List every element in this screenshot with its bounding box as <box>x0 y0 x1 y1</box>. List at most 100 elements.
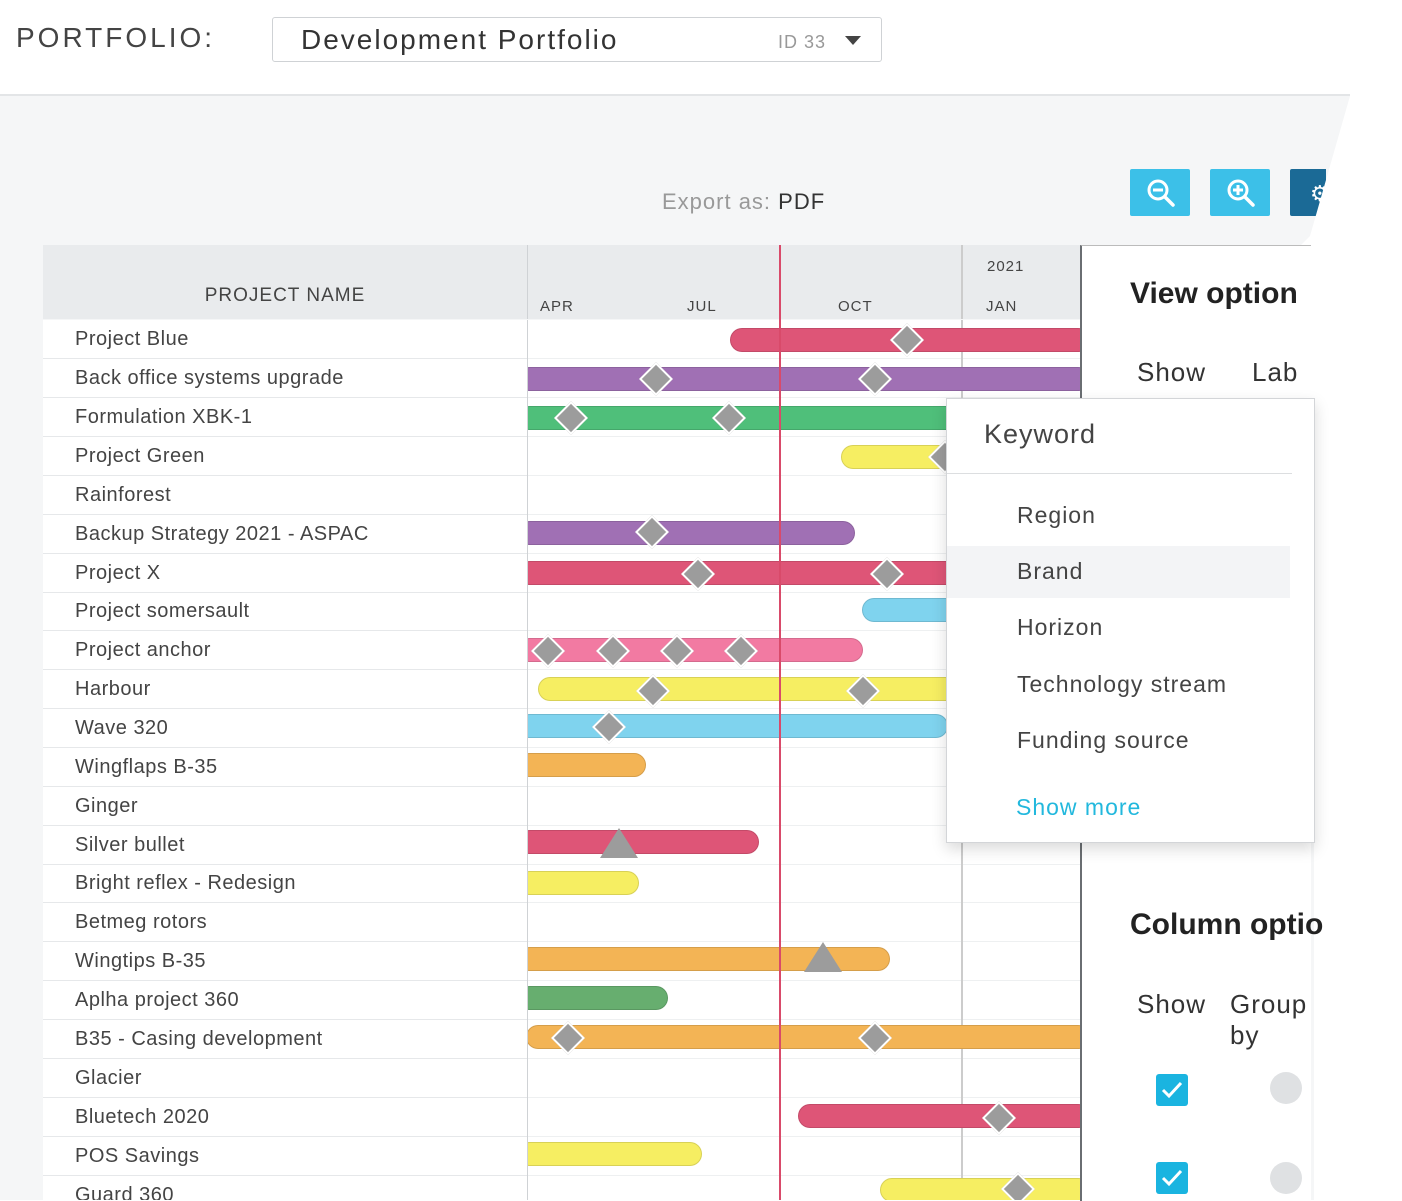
table-row[interactable]: Project anchor <box>43 631 527 670</box>
project-bar[interactable] <box>528 714 948 738</box>
dropdown-item-funding-source[interactable]: Funding source <box>947 715 1290 767</box>
table-row[interactable]: Wingtips B-35 <box>43 942 527 981</box>
project-name[interactable]: Project somersault <box>75 600 250 622</box>
table-row[interactable]: Silver bullet <box>43 826 527 865</box>
project-bar[interactable] <box>528 1142 702 1166</box>
project-name[interactable]: Wingflaps B-35 <box>75 756 218 778</box>
table-row[interactable]: Betmeg rotors <box>43 903 527 942</box>
dropdown-item-technology-stream[interactable]: Technology stream <box>947 659 1290 711</box>
timeline-row <box>528 864 1080 903</box>
project-name[interactable]: Bluetech 2020 <box>75 1106 210 1128</box>
project-name[interactable]: Silver bullet <box>75 834 185 856</box>
export-control[interactable]: Export as: PDF <box>662 189 825 215</box>
project-name[interactable]: Backup Strategy 2021 - ASPAC <box>75 523 369 545</box>
table-row[interactable]: Wingflaps B-35 <box>43 748 527 787</box>
portfolio-label: PORTFOLIO: <box>16 22 216 53</box>
project-bar[interactable] <box>528 753 646 777</box>
project-name[interactable]: Guard 360 <box>75 1184 175 1200</box>
portfolio-id: ID 33 <box>778 32 827 52</box>
project-bar[interactable] <box>798 1104 1080 1128</box>
group-by-radio[interactable] <box>1270 1072 1302 1104</box>
project-name[interactable]: Wingtips B-35 <box>75 950 206 972</box>
project-name[interactable]: Project Blue <box>75 328 189 350</box>
dropdown-item-horizon[interactable]: Horizon <box>947 602 1290 654</box>
timeline-row <box>528 787 1080 826</box>
project-name[interactable]: Project Green <box>75 445 205 467</box>
project-name[interactable]: Bright reflex - Redesign <box>75 872 296 894</box>
table-row[interactable]: Wave 320 <box>43 709 527 748</box>
project-bar[interactable] <box>528 830 759 854</box>
project-name[interactable]: Project anchor <box>75 639 211 661</box>
timeline-row <box>528 437 1080 476</box>
dropdown-item-label: Brand <box>1017 558 1084 584</box>
table-row[interactable]: Bluetech 2020 <box>43 1098 527 1137</box>
timeline-row <box>528 320 1080 359</box>
dropdown-item-label: Region <box>1017 502 1096 528</box>
project-name[interactable]: B35 - Casing development <box>75 1028 323 1050</box>
dropdown-item-label: Horizon <box>1017 614 1104 640</box>
portfolio-select[interactable]: Development Portfolio ID 33 <box>272 17 882 62</box>
timeline-row <box>528 1059 1080 1098</box>
project-bar[interactable] <box>528 871 639 895</box>
show-more-link[interactable]: Show more <box>1016 794 1142 820</box>
project-bar[interactable] <box>880 1178 1080 1200</box>
table-row[interactable]: Glacier <box>43 1059 527 1098</box>
project-bar[interactable] <box>528 521 855 545</box>
year-label: 2021 <box>987 258 1025 275</box>
project-name[interactable]: Aplha project 360 <box>75 989 240 1011</box>
project-bar[interactable] <box>528 367 1080 391</box>
table-row[interactable]: Project Green <box>43 437 527 476</box>
project-name[interactable]: Project X <box>75 562 161 584</box>
project-name[interactable]: Formulation XBK-1 <box>75 406 253 428</box>
keyword-label: Keyword <box>984 419 1097 449</box>
project-name-list: Project Blue Back office systems upgrade… <box>43 320 528 1200</box>
zoom-in-button[interactable] <box>1210 169 1270 216</box>
zoom-in-icon <box>1227 179 1255 207</box>
table-row[interactable]: Guard 360 <box>43 1176 527 1200</box>
table-row[interactable]: Formulation XBK-1 <box>43 398 527 437</box>
project-name[interactable]: Betmeg rotors <box>75 911 208 933</box>
dropdown-item-brand[interactable]: Brand <box>947 546 1290 598</box>
show-column-checkbox[interactable] <box>1156 1162 1188 1194</box>
project-name[interactable]: Wave 320 <box>75 717 169 739</box>
project-bar[interactable] <box>528 986 668 1010</box>
project-name[interactable]: Ginger <box>75 795 139 817</box>
project-name[interactable]: POS Savings <box>75 1145 200 1167</box>
table-row[interactable]: Harbour <box>43 670 527 709</box>
table-row[interactable]: Project somersault <box>43 592 527 631</box>
project-name[interactable]: Glacier <box>75 1067 142 1089</box>
show-column-checkbox[interactable] <box>1156 1074 1188 1106</box>
table-row[interactable]: Backup Strategy 2021 - ASPAC <box>43 515 527 554</box>
dropdown-item-region[interactable]: Region <box>947 490 1290 542</box>
month-label: APR <box>540 298 574 315</box>
group-by-label: Group by <box>1230 989 1308 1050</box>
project-name[interactable]: Back office systems upgrade <box>75 367 344 389</box>
zoom-out-button[interactable] <box>1130 169 1190 216</box>
project-bar[interactable] <box>528 638 863 662</box>
milestone-triangle[interactable] <box>600 828 638 858</box>
export-format-pdf[interactable]: PDF <box>778 189 826 214</box>
table-row[interactable]: B35 - Casing development <box>43 1020 527 1059</box>
timeline-row <box>528 359 1080 398</box>
table-row[interactable]: Aplha project 360 <box>43 981 527 1020</box>
project-name[interactable]: Rainforest <box>75 484 172 506</box>
table-row[interactable]: Bright reflex - Redesign <box>43 864 527 903</box>
table-row[interactable]: Rainforest <box>43 476 527 515</box>
table-row[interactable]: Project X <box>43 554 527 593</box>
panel-shadow <box>1300 96 1402 1200</box>
table-row[interactable]: Project Blue <box>43 320 527 359</box>
table-row[interactable]: Ginger <box>43 787 527 826</box>
keyword-dropdown-header[interactable]: Keyword <box>947 399 1292 474</box>
top-bar: PORTFOLIO: Development Portfolio ID 33 <box>0 0 1350 96</box>
month-label: JUL <box>687 298 717 315</box>
quarter-divider-header <box>961 245 963 319</box>
timeline-row <box>528 1098 1080 1137</box>
table-row[interactable]: POS Savings <box>43 1137 527 1176</box>
group-by-radio[interactable] <box>1270 1162 1302 1194</box>
milestone-triangle[interactable] <box>804 942 842 972</box>
label-column-label: Lab <box>1252 357 1299 387</box>
table-row[interactable]: Back office systems upgrade <box>43 359 527 398</box>
project-name[interactable]: Harbour <box>75 678 151 700</box>
project-bar[interactable] <box>528 1025 1080 1049</box>
portfolio-select-value: Development Portfolio <box>301 24 619 55</box>
